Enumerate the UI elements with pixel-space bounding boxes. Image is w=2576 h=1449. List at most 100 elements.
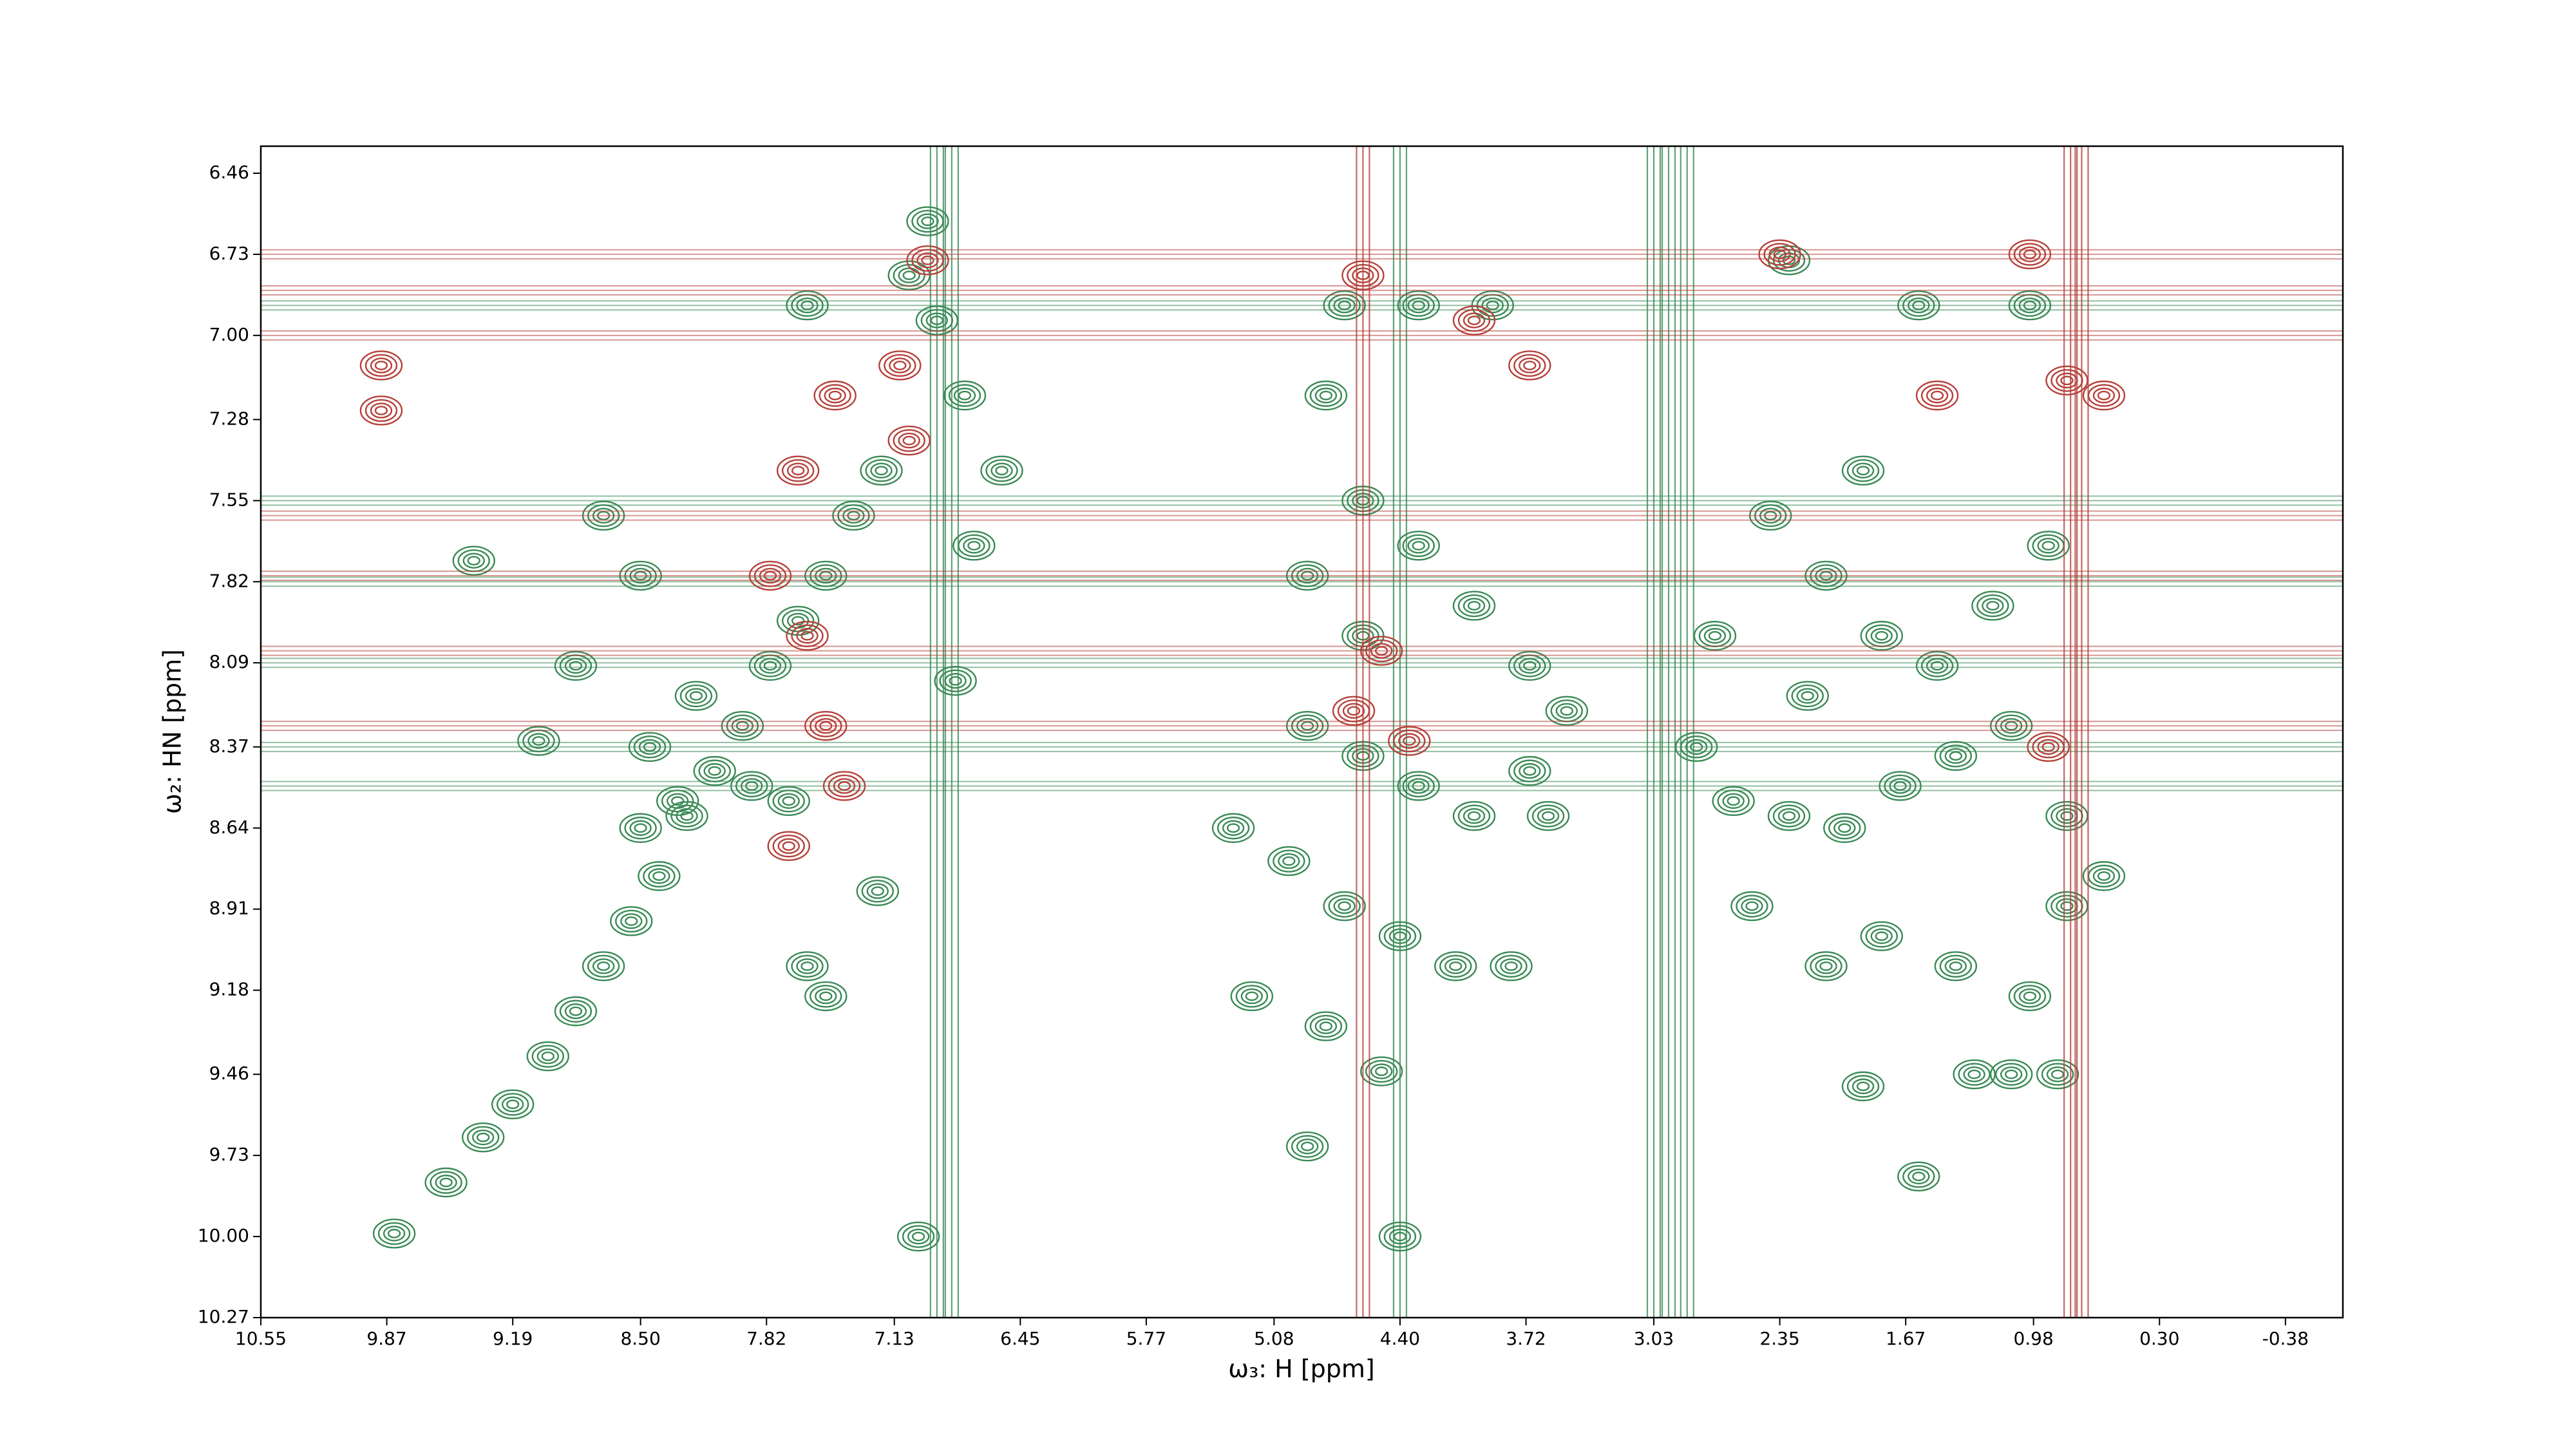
- peak: [424, 1167, 468, 1198]
- contour-level: [898, 432, 920, 449]
- contour-level: [1875, 630, 1888, 641]
- contour-level: [745, 781, 759, 791]
- contour-level: [1398, 733, 1421, 749]
- contour-level: [634, 823, 647, 833]
- contour-level: [1930, 390, 1944, 401]
- contour-level: [866, 883, 889, 899]
- contour-level: [1902, 1165, 1935, 1188]
- contour-level: [1407, 778, 1430, 794]
- peak: [1934, 741, 1978, 772]
- contour-level: [569, 1006, 583, 1016]
- contour-level: [1481, 297, 1504, 314]
- contour-level: [1402, 534, 1435, 558]
- peak: [2082, 861, 2126, 891]
- peak: [1323, 290, 1366, 321]
- contour-level: [786, 951, 829, 981]
- contour-level: [943, 380, 987, 411]
- contour-level: [1994, 1063, 2028, 1086]
- contour-level: [2018, 988, 2041, 1005]
- contour-level: [638, 861, 681, 891]
- contour-level: [2060, 375, 2074, 386]
- contour-level: [815, 717, 837, 734]
- x-tick-label: 5.77: [1126, 1328, 1166, 1349]
- x-tick-label: 9.87: [366, 1328, 406, 1349]
- contour-level: [1444, 958, 1467, 974]
- contour-level: [1545, 696, 1589, 726]
- peak: [610, 906, 653, 936]
- x-tick-label: 9.19: [493, 1328, 533, 1349]
- contour-level: [1841, 1071, 1885, 1102]
- contour-level: [1926, 387, 1949, 404]
- contour-level: [2082, 861, 2126, 891]
- contour-level: [1245, 991, 1258, 1001]
- contour-level: [1304, 1011, 1348, 1041]
- contour-level: [527, 733, 550, 749]
- contour-level: [1971, 591, 2014, 621]
- contour-level: [569, 661, 583, 671]
- contour-level: [911, 1231, 925, 1242]
- contour-level: [1393, 1231, 1407, 1242]
- y-tick-label: 7.28: [209, 408, 249, 429]
- peak: [582, 951, 625, 981]
- peak: [1879, 771, 1922, 801]
- peak: [1378, 1221, 1422, 1252]
- contour-level: [1495, 954, 1528, 978]
- contour-level: [1777, 808, 1801, 824]
- contour-level: [430, 1171, 462, 1194]
- contour-level: [1300, 1141, 1314, 1151]
- peak: [1758, 239, 1801, 270]
- contour-level: [1467, 811, 1481, 821]
- contour-level: [828, 390, 842, 401]
- contour-level: [1365, 1059, 1398, 1083]
- contour-level: [939, 669, 972, 692]
- peak: [943, 380, 987, 411]
- peak: [693, 755, 736, 786]
- contour-level: [1870, 928, 1893, 944]
- contour-level: [1838, 823, 1852, 833]
- contour-level: [559, 999, 592, 1023]
- contour-level: [1685, 739, 1708, 755]
- contour-level: [1531, 804, 1565, 828]
- contour-level: [564, 1003, 587, 1019]
- contour-level: [1815, 958, 1837, 974]
- contour-level: [1319, 390, 1333, 401]
- contour-level: [2050, 369, 2083, 392]
- contour-level: [1526, 800, 1570, 831]
- contour-level: [452, 545, 495, 576]
- contour-level: [656, 786, 699, 816]
- contour-level: [990, 462, 1013, 478]
- peak: [776, 455, 820, 486]
- x-axis-label: ω₃: H [ppm]: [1228, 1355, 1375, 1383]
- contour-level: [796, 628, 819, 644]
- contour-level: [365, 354, 398, 377]
- contour-level: [1471, 290, 1514, 321]
- contour-level: [1508, 650, 1551, 681]
- contour-level: [1939, 744, 1973, 768]
- contour-level: [435, 1174, 457, 1191]
- contour-level: [2000, 1066, 2023, 1083]
- contour-level: [1912, 300, 1926, 310]
- peak: [619, 813, 662, 843]
- contour-level: [2018, 246, 2041, 263]
- peak: [372, 1218, 416, 1249]
- contour-level: [2013, 985, 2047, 1008]
- contour-level: [1967, 1069, 1981, 1079]
- peak: [1989, 1059, 2033, 1090]
- contour-level: [1463, 312, 1486, 328]
- contour-level: [1541, 811, 1555, 821]
- contour-level: [670, 804, 703, 828]
- contour-level: [833, 778, 856, 794]
- contour-level: [1222, 820, 1245, 836]
- contour-level: [1352, 267, 1374, 283]
- contour-level: [1908, 297, 1930, 314]
- contour-level: [1230, 981, 1274, 1012]
- peak: [822, 771, 866, 801]
- y-tick-label: 6.46: [209, 162, 249, 183]
- contour-level: [1333, 297, 1356, 314]
- x-tick-label: 8.50: [620, 1328, 660, 1349]
- contour-level: [1860, 921, 1903, 951]
- contour-level: [491, 1089, 535, 1120]
- contour-level: [615, 909, 648, 933]
- contour-level: [958, 534, 990, 558]
- contour-level: [944, 673, 967, 689]
